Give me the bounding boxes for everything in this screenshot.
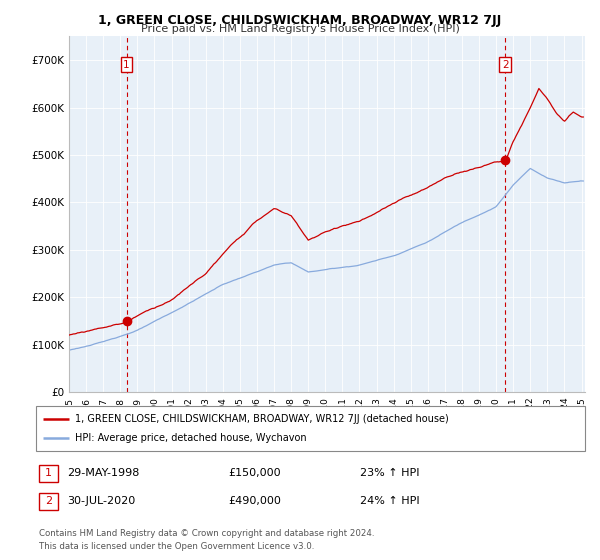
Text: 1, GREEN CLOSE, CHILDSWICKHAM, BROADWAY, WR12 7JJ (detached house): 1, GREEN CLOSE, CHILDSWICKHAM, BROADWAY,… [75, 413, 449, 423]
Text: 2: 2 [502, 60, 509, 70]
Text: HPI: Average price, detached house, Wychavon: HPI: Average price, detached house, Wych… [75, 433, 307, 444]
Text: 29-MAY-1998: 29-MAY-1998 [67, 468, 140, 478]
Text: 2: 2 [45, 496, 52, 506]
Text: £490,000: £490,000 [228, 496, 281, 506]
Text: 23% ↑ HPI: 23% ↑ HPI [360, 468, 419, 478]
Text: 24% ↑ HPI: 24% ↑ HPI [360, 496, 419, 506]
Text: Contains HM Land Registry data © Crown copyright and database right 2024.
This d: Contains HM Land Registry data © Crown c… [39, 529, 374, 550]
Text: 1, GREEN CLOSE, CHILDSWICKHAM, BROADWAY, WR12 7JJ: 1, GREEN CLOSE, CHILDSWICKHAM, BROADWAY,… [98, 14, 502, 27]
Text: 1: 1 [45, 468, 52, 478]
Text: Price paid vs. HM Land Registry's House Price Index (HPI): Price paid vs. HM Land Registry's House … [140, 24, 460, 34]
Text: £150,000: £150,000 [228, 468, 281, 478]
Text: 30-JUL-2020: 30-JUL-2020 [67, 496, 136, 506]
Text: 1: 1 [123, 60, 130, 70]
